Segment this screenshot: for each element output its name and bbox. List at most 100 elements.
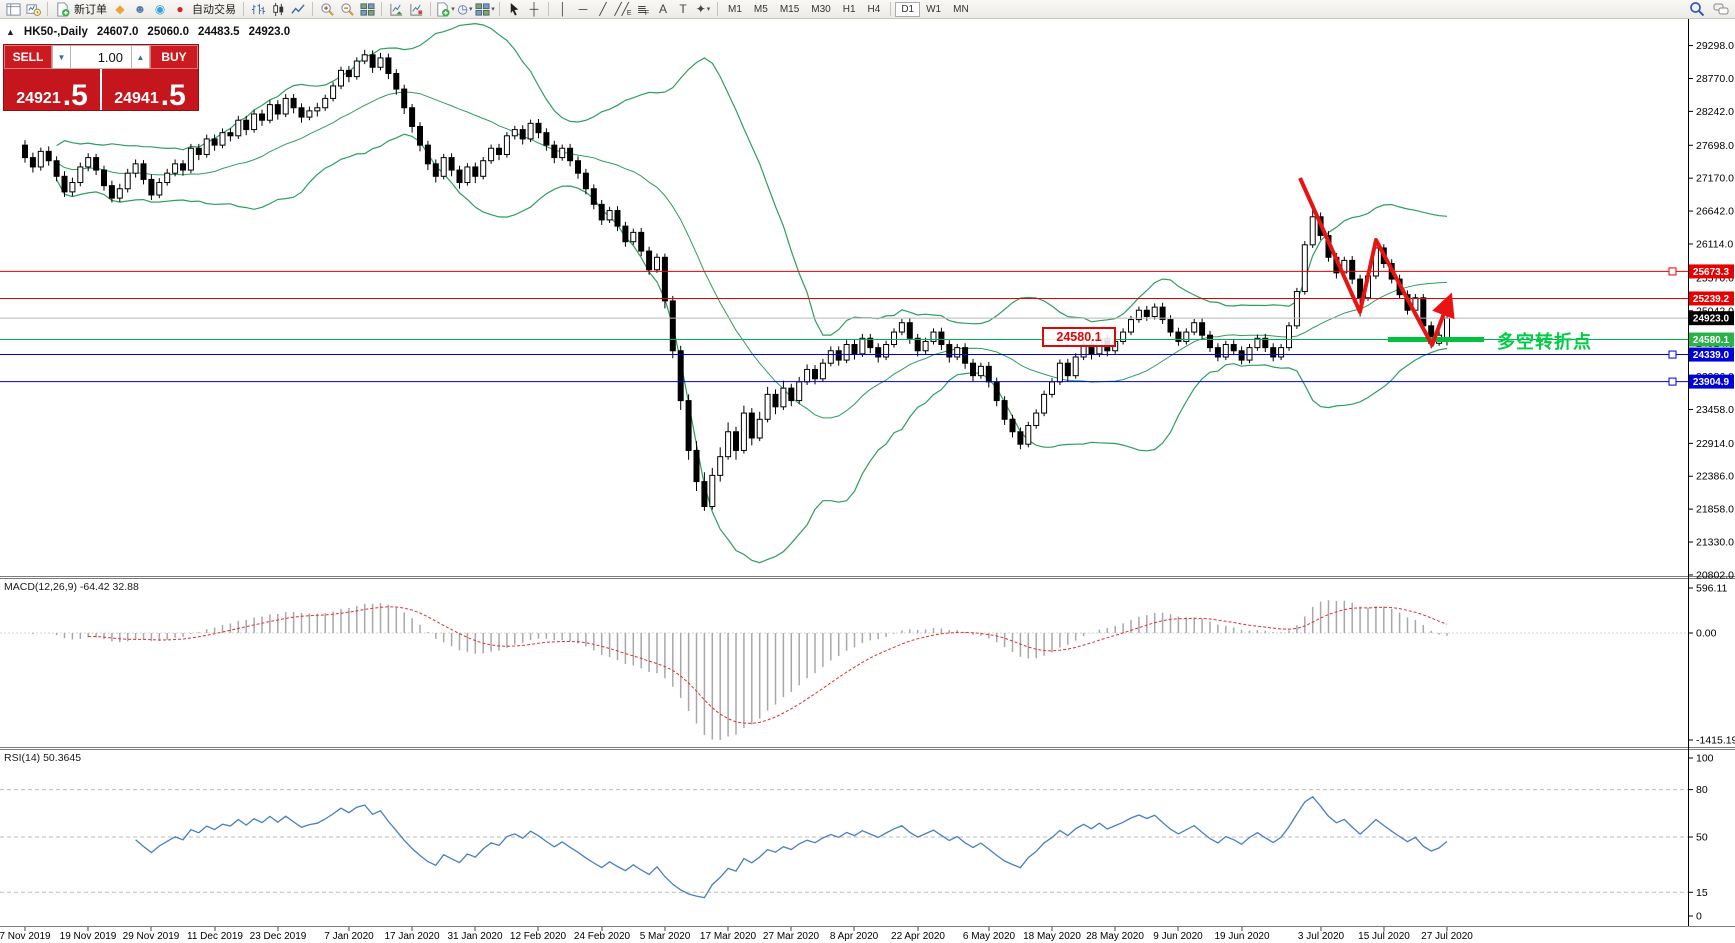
new-order-icon[interactable]	[52, 1, 72, 18]
new-order-icon-label[interactable]: 新订单	[74, 4, 107, 16]
timeframe-D1[interactable]: D1	[895, 1, 921, 17]
buy-price-main: 24941	[114, 90, 159, 107]
svg-text:27698.0: 27698.0	[1696, 140, 1734, 152]
market-watch-icon[interactable]	[3, 1, 23, 18]
volume-down-button[interactable]: ▼	[52, 45, 71, 69]
indicators-icon[interactable]: ▾	[475, 1, 495, 18]
line-handle[interactable]	[1668, 377, 1677, 386]
volume-input[interactable]	[71, 45, 131, 69]
svg-text:12 Feb 2020: 12 Feb 2020	[510, 931, 567, 942]
collapse-icon[interactable]: ▲	[6, 27, 15, 37]
community-icon[interactable]: ☻	[133, 1, 147, 16]
buy-price[interactable]: 24941 .5	[100, 69, 198, 111]
autotrade-icon[interactable]: ●	[176, 1, 184, 16]
svg-text:27 Jul 2020: 27 Jul 2020	[1421, 931, 1473, 942]
bollinger-middle	[56, 91, 1448, 419]
toolbar-separator	[47, 2, 48, 16]
ohlc-close: 24923.0	[248, 26, 291, 38]
timeframe-H4[interactable]: H4	[867, 3, 881, 15]
svg-text:7 Jan 2020: 7 Jan 2020	[324, 931, 374, 942]
arrow-annotation[interactable]	[1298, 177, 1455, 347]
signals-icon[interactable]: ◉	[154, 1, 166, 16]
timeframe-M30[interactable]: M30	[811, 3, 831, 15]
candlestick-chart-icon[interactable]	[268, 1, 288, 18]
price-level-lines[interactable]	[0, 267, 1688, 386]
shapes-icon[interactable]: ✦ ▾	[695, 1, 711, 16]
svg-text:17 Jan 2020: 17 Jan 2020	[384, 931, 439, 942]
svg-text:18 May 2020: 18 May 2020	[1023, 931, 1081, 942]
trendline-icon[interactable]: ╱	[599, 1, 607, 16]
svg-text:29298.0: 29298.0	[1696, 40, 1734, 52]
volume-up-button[interactable]: ▲	[131, 45, 150, 69]
turning-point-text[interactable]: 多空转折点	[1497, 332, 1592, 352]
zoom-out-icon[interactable]	[337, 1, 357, 18]
zoom-in-icon[interactable]	[317, 1, 337, 18]
toolbar-separator	[430, 2, 431, 16]
search-icon[interactable]	[1687, 1, 1707, 18]
price-annotation[interactable]: 24580.1	[1042, 327, 1116, 347]
trend-arrow[interactable]	[1298, 177, 1455, 347]
rsi-axis: 100 80 50 15 0	[1688, 753, 1714, 923]
chart-shift-icon[interactable]	[406, 1, 426, 18]
channel-icon[interactable]: ╱╱ E	[614, 1, 632, 17]
svg-text:28 May 2020: 28 May 2020	[1086, 931, 1144, 942]
toolbar-separator	[243, 2, 244, 16]
line-handle[interactable]	[1668, 350, 1677, 359]
macd-indicator-label: MACD(12,26,9) -64.42 32.88	[4, 581, 139, 593]
bollinger-upper	[56, 22, 1448, 336]
timeframe-MN[interactable]: MN	[953, 3, 969, 15]
toolbar-separator	[312, 2, 313, 16]
period-icon[interactable]: ◷ ▾	[457, 1, 473, 16]
alert-icon[interactable]: ◆	[115, 1, 125, 16]
svg-text:-1415.19: -1415.19	[1696, 735, 1735, 747]
ohlc-low: 24483.5	[198, 26, 240, 38]
text-label-icon[interactable]: T	[679, 1, 687, 16]
svg-text:25239.2: 25239.2	[1693, 294, 1730, 305]
sell-price-pips: .5	[62, 79, 88, 112]
svg-text:31 Jan 2020: 31 Jan 2020	[447, 931, 502, 942]
fibonacci-icon[interactable]: ≣ F	[636, 1, 650, 17]
toolbar-separator	[499, 2, 500, 16]
timeframe-M5[interactable]: M5	[753, 3, 768, 15]
toolbar-separator	[381, 2, 382, 16]
svg-text:17 Mar 2020: 17 Mar 2020	[700, 931, 757, 942]
svg-text:5 Mar 2020: 5 Mar 2020	[640, 931, 691, 942]
svg-text:25673.3: 25673.3	[1693, 267, 1730, 278]
vertical-line-icon[interactable]: │	[559, 1, 567, 16]
svg-text:7 Nov 2019: 7 Nov 2019	[0, 931, 51, 942]
crosshair-icon[interactable]: ┼	[529, 1, 539, 16]
svg-text:9 Jun 2020: 9 Jun 2020	[1153, 931, 1203, 942]
svg-text:21858.0: 21858.0	[1696, 504, 1734, 516]
chat-icon[interactable]	[1711, 1, 1731, 18]
svg-text:24923.0: 24923.0	[1693, 314, 1730, 325]
auto-scroll-icon[interactable]	[386, 1, 406, 18]
autotrade-icon-label[interactable]: 自动交易	[192, 4, 236, 16]
svg-text:29 Nov 2019: 29 Nov 2019	[123, 931, 180, 942]
line-handle[interactable]	[1668, 267, 1677, 276]
line-chart-icon[interactable]	[288, 1, 308, 18]
svg-text:3 Jul 2020: 3 Jul 2020	[1298, 931, 1345, 942]
svg-text:27170.0: 27170.0	[1696, 173, 1734, 185]
timeframe-M1[interactable]: M1	[728, 3, 742, 15]
horizontal-line-icon[interactable]: ─	[578, 1, 588, 16]
svg-text:23 Dec 2019: 23 Dec 2019	[250, 931, 307, 942]
text-icon[interactable]: A	[658, 1, 667, 16]
tile-windows-icon[interactable]	[357, 1, 377, 18]
sell-button[interactable]: SELL	[4, 45, 52, 69]
new-chart-icon[interactable]: ▾	[435, 1, 455, 18]
ohlc-open: 24607.0	[96, 26, 139, 38]
svg-text:6 May 2020: 6 May 2020	[963, 931, 1016, 942]
timeframe-H1[interactable]: H1	[842, 3, 856, 15]
bar-chart-icon[interactable]	[248, 1, 268, 18]
svg-text:28770.0: 28770.0	[1696, 73, 1734, 85]
timeframe-M15[interactable]: M15	[779, 3, 800, 15]
buy-button[interactable]: BUY	[150, 45, 198, 69]
pane-frames	[0, 19, 1735, 927]
data-window-icon[interactable]	[23, 1, 43, 18]
svg-text:24 Feb 2020: 24 Feb 2020	[574, 931, 631, 942]
sell-price[interactable]: 24921 .5	[4, 69, 100, 112]
svg-text:27 Mar 2020: 27 Mar 2020	[763, 931, 820, 942]
timeframe-W1[interactable]: W1	[926, 3, 942, 15]
cursor-icon[interactable]	[504, 1, 524, 18]
